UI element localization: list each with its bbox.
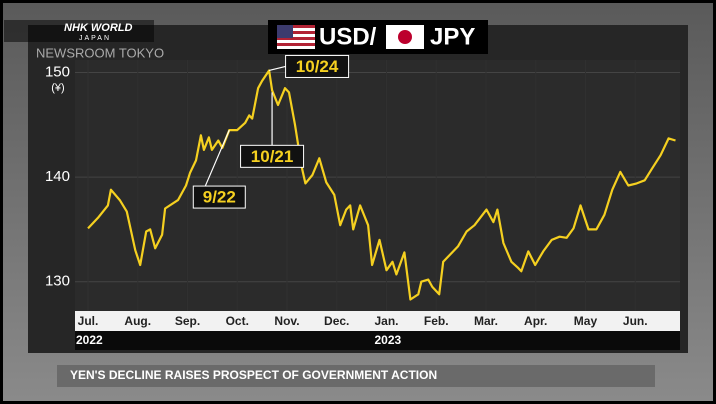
logo-bg xyxy=(4,20,154,42)
x-tick-label: Feb. xyxy=(424,314,449,328)
x-tick-label: Oct. xyxy=(226,314,249,328)
annotation-leader xyxy=(204,129,230,187)
logo-sub: JAPAN xyxy=(79,35,111,42)
y-tick-label: 140 xyxy=(45,168,70,185)
annotation-leader xyxy=(268,65,286,72)
x-tick-label: Mar. xyxy=(474,314,498,328)
chart-title-right: JPY xyxy=(430,23,475,50)
plot-area xyxy=(75,60,680,311)
annotation-label: 10/24 xyxy=(296,57,339,76)
annotation-box xyxy=(192,185,246,209)
year-band xyxy=(75,331,680,350)
annotation-label: 9/22 xyxy=(203,188,236,207)
x-tick-label: Jan. xyxy=(374,314,398,328)
line xyxy=(87,69,676,301)
y-unit: (¥) xyxy=(51,82,64,94)
us-flag xyxy=(277,25,315,49)
x-tick-label: Jun. xyxy=(623,314,648,328)
logo: NHK WORLD xyxy=(64,22,132,34)
x-tick-label: Sep. xyxy=(175,314,200,328)
annotation-label: 10/21 xyxy=(251,147,294,166)
chart-title-left: USD/ xyxy=(319,23,377,50)
x-tick-label: Nov. xyxy=(274,314,299,328)
y-tick-label: 130 xyxy=(45,273,70,290)
annotation-box xyxy=(285,54,350,78)
annotation-box xyxy=(240,144,305,168)
y-tick-label: 150 xyxy=(45,64,70,81)
x-tick-label: Jul. xyxy=(78,314,99,328)
year-label: 2023 xyxy=(374,333,401,347)
ticker-bar xyxy=(57,365,655,387)
x-axis-band xyxy=(75,311,680,331)
x-tick-label: Aug. xyxy=(124,314,151,328)
ticker-text: YEN'S DECLINE RAISES PROSPECT OF GOVERNM… xyxy=(70,368,437,382)
x-tick-label: May xyxy=(574,314,598,328)
program-name: NEWSROOM TOKYO xyxy=(36,45,164,60)
x-tick-label: Dec. xyxy=(324,314,349,328)
year-label: 2022 xyxy=(76,333,103,347)
jp-flag xyxy=(386,25,424,49)
x-tick-label: Apr. xyxy=(524,314,547,328)
